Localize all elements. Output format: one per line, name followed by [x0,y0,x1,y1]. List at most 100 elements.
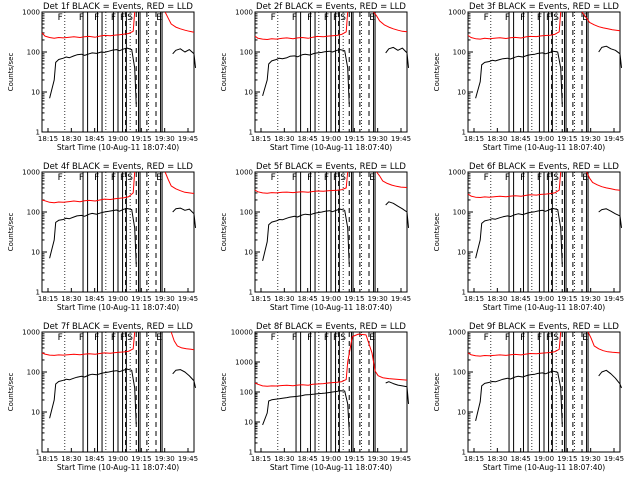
y-tick-label: 10 [31,409,40,417]
x-tick-label: 19:30 [581,295,601,303]
x-tick-label: 19:15 [344,455,364,463]
x-tick-label: 18:30 [487,455,507,463]
x-axis-label: Start Time (10-Aug-11 18:07:40) [270,143,392,152]
x-tick-label: 19:30 [155,295,175,303]
lld-series-line [41,331,195,356]
marker-S: S [553,13,559,23]
x-tick-label: 18:45 [85,295,105,303]
y-tick-label: 1000 [235,9,253,17]
events-series-line [262,381,409,432]
panel-title: Det 1f BLACK = Events, RED = LLD [43,2,193,12]
x-tick-label: 19:45 [178,455,198,463]
y-tick-label: 1 [462,129,466,137]
y-tick-label: 1 [249,129,253,137]
x-axis-label: Start Time (10-Aug-11 18:07:40) [483,303,605,312]
x-tick-label: 19:00 [108,455,128,463]
marker-F: F [484,13,489,23]
y-axis-label: Counts/sec [433,373,441,412]
x-tick-label: 18:45 [511,455,531,463]
x-tick-label: 18:45 [298,455,318,463]
x-tick-label: 19:45 [604,455,624,463]
x-tick-label: 18:45 [511,295,531,303]
lld-series-line [41,11,195,39]
marker-F: F [292,13,297,23]
marker-F: F [537,173,542,183]
y-tick-label: 1 [462,289,466,297]
marker-E: E [582,13,588,23]
y-tick-label: 1000 [448,9,466,17]
marker-F: F [271,173,276,183]
events-series-line [49,47,196,105]
x-tick-label: 19:15 [557,455,577,463]
y-tick-label: 10 [31,89,40,97]
panel-title: Det 6f BLACK = Events, RED = LLD [469,162,619,172]
x-tick-label: 18:45 [85,135,105,143]
y-tick-label: 1000 [22,169,40,177]
marker-F: F [292,173,297,183]
y-tick-label: 1 [36,129,40,137]
events-series-line [475,208,622,265]
marker-S: S [340,173,346,183]
lld-series-line [467,11,621,40]
y-tick-label: 1 [249,449,253,457]
marker-F: F [120,173,125,183]
x-tick-label: 19:15 [557,295,577,303]
x-tick-label: 19:15 [344,135,364,143]
x-tick-label: 18:30 [61,135,81,143]
y-tick-label: 100 [27,209,40,217]
x-axis-label: Start Time (10-Aug-11 18:07:40) [57,463,179,472]
marker-F: F [307,13,312,23]
x-tick-label: 19:00 [108,295,128,303]
x-tick-label: 19:45 [604,295,624,303]
x-tick-label: 19:30 [155,455,175,463]
marker-F: F [505,173,510,183]
panel-2: Det 2f BLACK = Events, RED = LLD Counts/s… [220,2,411,152]
marker-F: F [333,333,338,343]
y-tick-label: 100 [27,49,40,57]
lld-series-line [467,171,621,198]
marker-F: F [79,333,84,343]
y-axis-label: Counts/sec [220,373,228,412]
y-tick-label: 1 [36,449,40,457]
x-tick-label: 18:15 [38,295,58,303]
panel-title: Det 9f BLACK = Events, RED = LLD [469,322,619,332]
marker-F: F [324,13,329,23]
x-tick-label: 19:15 [131,455,151,463]
marker-F: F [520,13,525,23]
x-tick-label: 19:00 [108,135,128,143]
y-axis-label: Counts/sec [7,213,15,252]
panel-9: Det 9f BLACK = Events, RED = LLD Counts/s… [433,322,624,472]
y-axis-label: Counts/sec [220,213,228,252]
events-series-line [475,45,622,105]
marker-F: F [520,333,525,343]
marker-F: F [505,333,510,343]
y-tick-label: 1 [249,289,253,297]
events-series-line [262,46,409,105]
x-tick-label: 19:00 [321,135,341,143]
marker-F: F [546,173,551,183]
marker-E: E [369,13,375,23]
x-axis-label: Start Time (10-Aug-11 18:07:40) [57,143,179,152]
y-axis-label: Counts/sec [220,53,228,92]
y-tick-label: 10 [457,409,466,417]
marker-S: S [127,333,133,343]
x-tick-label: 18:15 [38,135,58,143]
panel-title: Det 3f BLACK = Events, RED = LLD [469,2,619,12]
x-tick-label: 19:45 [391,295,411,303]
marker-F: F [271,13,276,23]
marker-F: F [333,173,338,183]
marker-S: S [340,13,346,23]
x-tick-label: 19:00 [534,135,554,143]
marker-F: F [120,333,125,343]
y-tick-label: 1000 [448,329,466,337]
x-tick-label: 18:15 [464,295,484,303]
y-tick-label: 10000 [231,329,253,337]
marker-F: F [58,13,63,23]
marker-F: F [484,173,489,183]
y-tick-label: 100 [453,209,466,217]
x-tick-label: 18:15 [251,135,271,143]
marker-F: F [324,333,329,343]
y-tick-label: 100 [240,209,253,217]
x-tick-label: 18:30 [274,295,294,303]
